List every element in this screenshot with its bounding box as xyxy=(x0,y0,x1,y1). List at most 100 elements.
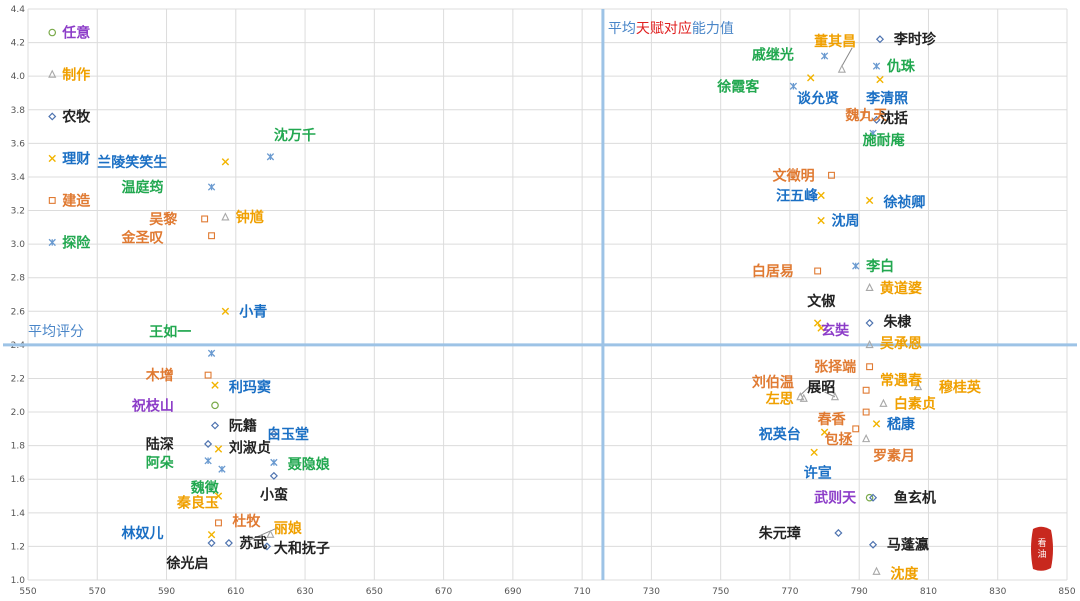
data-point xyxy=(799,393,808,402)
data-point xyxy=(814,267,822,275)
y-tick-label: 3.8 xyxy=(11,106,26,116)
y-tick-label: 1.2 xyxy=(11,542,25,552)
data-point xyxy=(876,75,884,84)
y-tick-label: 4.2 xyxy=(11,39,25,49)
point-label: 春香 xyxy=(817,411,847,428)
point-label: 文徵明 xyxy=(773,167,815,184)
point-label: 吴黎 xyxy=(149,211,177,228)
point-label: 玄奘 xyxy=(821,322,850,339)
point-label: 施耐庵 xyxy=(863,132,906,149)
point-label: 金圣叹 xyxy=(121,229,164,246)
data-point xyxy=(204,439,213,449)
point-label: 沈周 xyxy=(831,213,859,230)
gridlines xyxy=(27,8,1068,581)
data-point xyxy=(266,153,275,161)
point-label: 吴承恩 xyxy=(880,336,922,352)
point-label: 罗素月 xyxy=(873,448,915,465)
data-point xyxy=(269,471,278,480)
data-point xyxy=(210,421,220,430)
data-point xyxy=(872,115,881,124)
data-point xyxy=(865,319,874,328)
point-label: 王如一 xyxy=(149,323,191,340)
point-label: 徐霞客 xyxy=(716,78,760,95)
data-point xyxy=(789,82,798,90)
point-label: 徐光启 xyxy=(166,555,209,572)
point-label: 白玉堂 xyxy=(267,426,309,443)
data-point xyxy=(862,433,871,443)
point-label: 温庭筠 xyxy=(122,179,164,196)
data-point xyxy=(852,262,860,270)
point-label: 木增 xyxy=(145,367,174,384)
legend-marker xyxy=(48,28,57,37)
point-label: 马蓬瀛 xyxy=(887,537,929,554)
x-tick-label: 850 xyxy=(1058,587,1075,597)
point-label: 魏徵 xyxy=(190,480,220,497)
data-point xyxy=(266,529,275,538)
point-label: 沈万千 xyxy=(274,127,316,144)
point-label: 大和抚子 xyxy=(274,540,330,557)
point-label: 李清照 xyxy=(865,90,908,107)
y-tick-label: 3.2 xyxy=(11,207,25,217)
point-label: 祝英台 xyxy=(759,426,801,443)
connector-line xyxy=(242,527,278,544)
point-label: 武则天 xyxy=(814,490,857,507)
data-point xyxy=(204,371,212,379)
data-point xyxy=(262,542,272,551)
data-point xyxy=(221,158,230,166)
point-label: 祝枝山 xyxy=(132,397,174,414)
y-tick-label: 3.6 xyxy=(11,139,26,149)
data-point xyxy=(852,425,860,433)
legend-label: 探险 xyxy=(62,234,91,251)
data-point xyxy=(872,420,881,428)
x-tick-label: 750 xyxy=(712,587,729,597)
data-point xyxy=(813,319,822,327)
legend-label: 建造 xyxy=(62,192,90,209)
data-point xyxy=(869,493,878,502)
data-point xyxy=(830,392,840,401)
x-tick-label: 670 xyxy=(435,587,452,597)
x-tick-label: 630 xyxy=(296,587,313,597)
label-connectors xyxy=(242,47,853,544)
legend-label: 任意 xyxy=(61,25,90,42)
point-label: 秦良玉 xyxy=(176,495,219,512)
data-point xyxy=(817,324,825,332)
data-point xyxy=(201,215,209,223)
x-tick-label: 810 xyxy=(920,587,937,597)
y-tick-label: 2.0 xyxy=(11,408,26,418)
data-point xyxy=(218,465,226,473)
data-point xyxy=(221,307,230,315)
data-point xyxy=(875,35,885,44)
point-label: 黄道婆 xyxy=(880,280,922,297)
average-ability-label-part: 能力值 xyxy=(692,21,734,37)
y-tick-label: 4.0 xyxy=(11,72,26,82)
data-point xyxy=(834,528,843,538)
data-point xyxy=(817,216,825,225)
data-point xyxy=(214,445,223,453)
data-point xyxy=(211,401,219,410)
point-label: 魏九天 xyxy=(844,107,888,124)
point-label: 戚继光 xyxy=(752,46,794,63)
point-label: 朱元璋 xyxy=(759,525,801,542)
data-point xyxy=(862,408,870,416)
data-point xyxy=(207,183,216,191)
x-tick-label: 770 xyxy=(781,587,798,597)
point-label: 董其昌 xyxy=(814,33,856,50)
point-label: 刘淑贞 xyxy=(229,439,271,456)
legend-marker xyxy=(48,69,57,78)
data-point xyxy=(208,232,216,240)
data-point xyxy=(817,191,825,200)
y-tick-label: 3.0 xyxy=(11,240,26,250)
point-label: 李时珍 xyxy=(893,31,937,48)
connector-line xyxy=(841,47,853,67)
data-point xyxy=(810,448,818,457)
data-point xyxy=(865,493,874,502)
data-point xyxy=(828,171,835,179)
point-label: 白素贞 xyxy=(894,396,936,413)
x-tick-label: 830 xyxy=(989,587,1006,597)
point-label: 汪五峰 xyxy=(776,187,819,204)
data-point xyxy=(221,212,230,221)
point-label: 杜牧 xyxy=(232,513,261,530)
point-label: 谈允贤 xyxy=(797,90,839,107)
